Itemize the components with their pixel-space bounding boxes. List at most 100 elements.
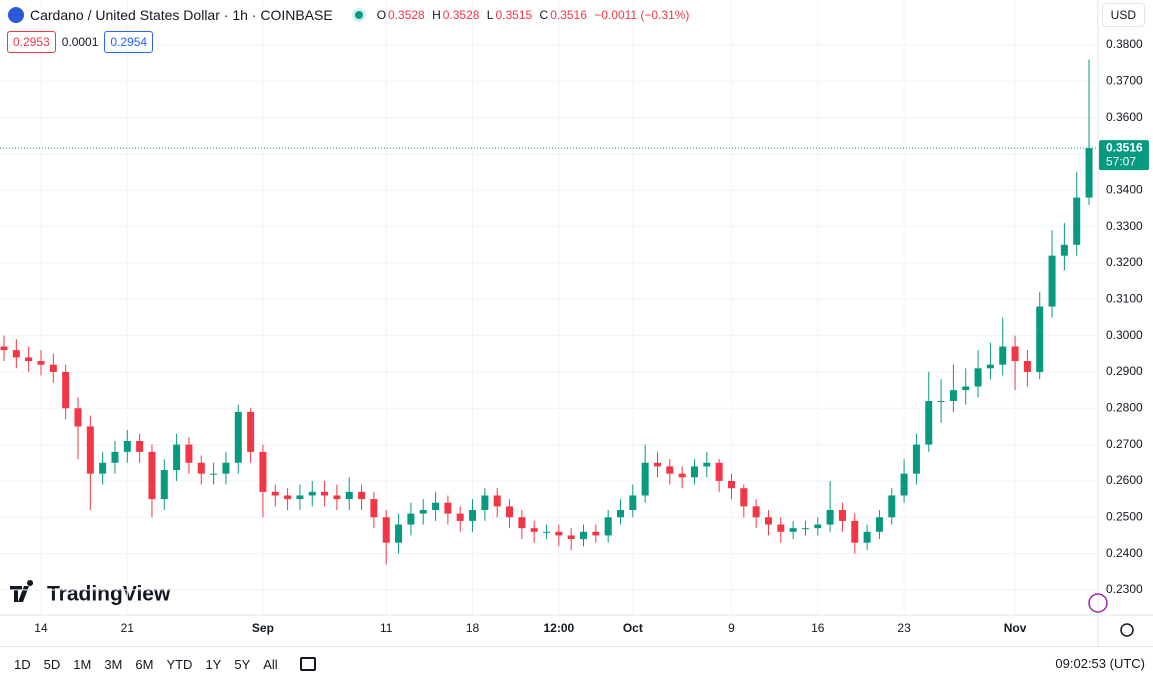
candle-body — [715, 462, 723, 481]
candle-body — [752, 506, 760, 518]
y-tick-label: 0.2500 — [1106, 509, 1143, 523]
candle-body — [136, 440, 144, 452]
candle-body — [863, 531, 871, 543]
candle-body — [962, 386, 970, 391]
indicator-badge[interactable] — [1088, 593, 1108, 613]
candle-body — [173, 444, 181, 471]
candle-body — [888, 495, 896, 518]
bottom-toolbar: 1D 5D 1M 3M 6M YTD 1Y 5Y All 09:02:53 (UTC) — [0, 646, 1153, 680]
sell-price[interactable]: 0.2953 — [7, 31, 56, 53]
candle-body — [690, 466, 698, 478]
l-value: 0.3515 — [495, 8, 533, 22]
candle-body — [1085, 148, 1093, 198]
date-range-icon[interactable] — [299, 657, 316, 671]
candle-body — [197, 462, 205, 474]
candle-body — [506, 506, 514, 518]
y-tick-label: 0.2800 — [1106, 400, 1143, 414]
candle-body — [62, 371, 70, 409]
candle-body — [407, 513, 415, 525]
candle-body — [641, 462, 649, 496]
candle-body — [740, 488, 748, 507]
h-label: H — [432, 8, 441, 22]
candle-body — [703, 462, 711, 467]
candle-body — [456, 513, 464, 521]
candle-body — [395, 524, 403, 543]
candle-body — [629, 495, 637, 511]
candle-body — [321, 491, 329, 496]
range-button[interactable]: 1D — [14, 656, 31, 672]
candle-body — [74, 408, 82, 427]
range-button[interactable]: 5D — [43, 656, 61, 672]
candle-body — [925, 401, 933, 445]
candle-body — [247, 411, 255, 452]
candle-body — [308, 491, 316, 496]
candle-body — [851, 520, 859, 543]
candle-body — [617, 510, 624, 518]
candle-body — [1073, 197, 1081, 245]
candle-body — [49, 364, 57, 372]
candle-body — [37, 361, 45, 365]
y-tick-label: 0.2900 — [1106, 364, 1143, 378]
candle-body — [296, 495, 304, 500]
last-price-label: 0.3516 — [1106, 140, 1143, 154]
candle-body — [222, 462, 230, 474]
range-button[interactable]: 1M — [73, 656, 92, 672]
candle-body — [382, 517, 390, 543]
symbol-title[interactable]: Cardano / United States Dollar · 1h · CO… — [30, 7, 333, 23]
l-label: L — [486, 8, 494, 22]
range-button[interactable]: 5Y — [234, 656, 251, 672]
candle-body — [900, 473, 908, 496]
candle-body — [1036, 306, 1044, 372]
candle-body — [419, 510, 427, 514]
x-tick-label: 14 — [34, 621, 48, 635]
candle-body — [764, 517, 772, 525]
spread: 0.0001 — [61, 35, 99, 49]
range-button[interactable]: 3M — [104, 656, 123, 672]
plot: 0.2300 0.2400 0.2500 0.2600 0.2700 0.2800 0.29… — [0, 0, 1149, 635]
candle-body — [999, 346, 1007, 365]
candle-body — [604, 517, 612, 536]
candle-body — [210, 473, 218, 475]
candle-body — [555, 531, 563, 536]
candle-body — [469, 510, 477, 521]
candle-body — [0, 346, 8, 351]
candle-body — [986, 364, 994, 369]
y-tick-label: 0.3800 — [1106, 37, 1143, 51]
candle-body — [814, 524, 822, 529]
y-tick-label: 0.2700 — [1106, 437, 1143, 451]
chart: TradingView 0.2300 0.2400 0.2500 0.2600 0.27… — [0, 0, 1153, 646]
y-tick-label: 0.3100 — [1106, 291, 1143, 305]
h-value: 0.3528 — [442, 8, 480, 22]
candle-body — [1023, 361, 1031, 372]
candle-body — [777, 524, 785, 532]
x-tick-label: 18 — [466, 621, 480, 635]
range-button[interactable]: YTD — [166, 656, 193, 672]
currency-button[interactable]: USD — [1101, 3, 1145, 27]
c-label: C — [539, 8, 549, 22]
logo: TradingView — [10, 580, 171, 606]
candle-body — [875, 517, 883, 532]
buy-price[interactable]: 0.2954 — [104, 31, 154, 53]
candle-body — [1060, 244, 1068, 256]
y-tick-label: 0.3200 — [1106, 255, 1143, 269]
candle-body — [826, 510, 834, 525]
candle-body — [1011, 346, 1019, 362]
settings-icon[interactable] — [1120, 623, 1134, 637]
candle-body — [185, 444, 193, 463]
candle-body — [666, 466, 674, 474]
candle-body — [949, 390, 957, 402]
x-tick-label: 9 — [728, 621, 735, 635]
y-tick-label: 0.2300 — [1106, 582, 1143, 596]
candle-body — [234, 411, 242, 463]
candle-body — [727, 480, 735, 489]
symbol-header: Cardano / United States Dollar · 1h · CO… — [8, 4, 697, 26]
range-button[interactable]: 1Y — [205, 656, 222, 672]
x-tick-label: 11 — [380, 621, 393, 635]
range-button[interactable]: All — [263, 656, 278, 672]
candle-body — [567, 535, 575, 540]
candle-body — [111, 451, 119, 463]
market-status — [354, 11, 363, 19]
range-button[interactable]: 6M — [135, 656, 154, 672]
x-tick-label: 23 — [897, 621, 911, 635]
